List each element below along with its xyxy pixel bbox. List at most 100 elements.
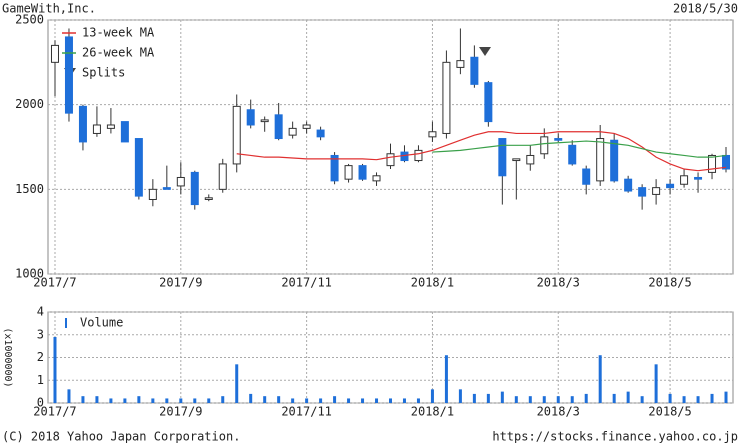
candle-body [456,60,465,68]
volume-bar [584,393,588,403]
volume-bar [626,391,630,403]
candle-body [680,175,689,185]
y-tick-label: 2000 [15,97,44,111]
candle-body [330,154,339,182]
volume-bar [556,396,560,403]
volume-bar [277,396,281,403]
candle-body [162,187,171,190]
volume-bar [389,398,392,403]
candle-body [554,138,563,141]
candle-body [610,139,619,182]
volume-bar [361,398,365,403]
x-tick-label: 2017/9 [159,405,202,419]
volume-bar [53,337,57,403]
candle-body [498,138,507,177]
y-tick-label: 1 [37,373,44,387]
candle-body [148,188,157,200]
volume-bar [542,396,546,403]
x-tick-label: 2017/7 [33,276,76,290]
y-tick-label: 3 [37,327,44,341]
volume-bar [514,396,518,403]
volume-bar [696,396,700,403]
y-tick-label: 0 [37,396,44,410]
candle-body [344,165,353,180]
moving-average-line [432,140,727,158]
candle-body [540,136,549,155]
x-tick-label: 2017/7 [33,405,76,419]
candle-body [638,187,647,197]
candle-body [722,154,731,170]
candle-body [596,138,605,182]
candle-body [624,178,633,192]
volume-bar [333,396,337,403]
candle-body [386,153,395,167]
volume-bar [430,389,434,403]
volume-bar [319,398,323,403]
y-axis-label: (x1000000) [2,327,13,387]
volume-bar [724,391,728,403]
candle-body [190,171,199,206]
volume-bar [67,389,71,403]
candle-body [64,36,73,114]
volume-bar [444,355,448,403]
volume-bar [221,396,225,403]
volume-bar [668,393,672,403]
candle-body [274,114,283,140]
volume-frame [47,311,734,404]
volume-bar [263,396,267,403]
candle-body [176,176,185,187]
source-url: https://stocks.finance.yahoo.co.jp [492,430,738,444]
x-tick-label: 2018/5 [648,405,691,419]
copyright: (C) 2018 Yahoo Japan Corporation. [2,430,240,444]
candle-body [512,158,521,162]
x-tick-label: 2018/5 [648,276,691,290]
volume-bar [640,396,644,403]
candle-body [92,124,101,134]
candle-body [694,176,703,180]
x-tick-label: 2018/1 [411,276,454,290]
candle-body [288,127,297,136]
y-tick-label: 2 [37,350,44,364]
volume-bar [347,398,351,403]
volume-bar [416,398,420,403]
volume-bar [598,355,602,403]
candle-body [246,109,255,126]
volume-bar [95,396,99,403]
volume-bar [207,398,211,403]
volume-bar [472,393,476,403]
y-tick-label: 2500 [15,13,44,27]
candle-body [204,197,213,200]
volume-bar [486,393,490,403]
candle-body [50,44,59,63]
company-name: GameWith,Inc. [2,2,96,16]
candle-body [106,124,115,129]
candle-body [372,175,381,182]
volume-bar [528,396,532,403]
volume-bar [179,398,183,403]
volume-bar [570,396,574,403]
candle-body [708,154,717,173]
volume-bar [458,389,462,403]
volume-bar [375,398,379,403]
x-tick-label: 2017/11 [281,405,332,419]
volume-bar [109,398,113,403]
candle-body [232,105,241,165]
x-tick-label: 2017/9 [159,276,202,290]
candle-body [358,165,367,180]
candle-body [414,149,423,162]
legend-label: Volume [80,316,123,330]
volume-bar [305,398,309,403]
candle-body [134,138,143,197]
volume-bar [249,393,253,403]
x-tick-label: 2018/3 [537,405,580,419]
volume-bar [81,396,85,403]
candle-body [260,119,269,123]
candle-body [218,163,227,190]
candle-body [582,168,591,185]
volume-bar [123,398,127,403]
candle-body [484,82,493,123]
candle-body [568,144,577,165]
legend-label: 13-week MA [82,26,155,40]
volume-bar [612,393,616,403]
